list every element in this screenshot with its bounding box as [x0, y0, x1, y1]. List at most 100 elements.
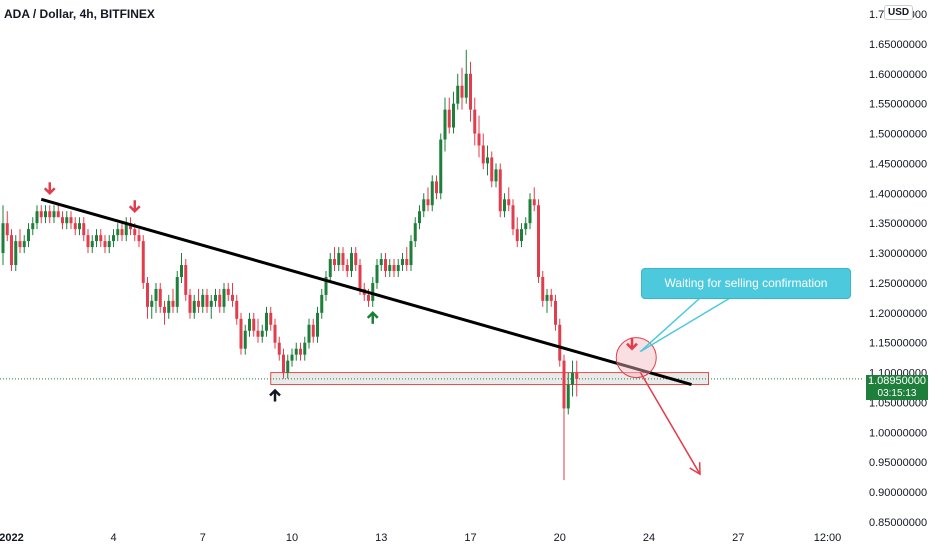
candle-body: [545, 294, 549, 301]
candle-body: [10, 235, 13, 266]
candle-body: [311, 324, 315, 337]
time-axis[interactable]: 2022 4 7 10 13 17 20 24 27 12:00: [0, 532, 841, 544]
x-tick-label: 13: [375, 532, 387, 544]
candle-body: [520, 229, 523, 242]
candle-body: [575, 372, 579, 379]
candle-body: [392, 265, 396, 271]
candle-body: [528, 199, 532, 224]
y-tick-label: 0.90000000: [869, 487, 927, 499]
candle-body: [82, 223, 86, 236]
y-tick-label: 1.30000000: [869, 248, 927, 260]
candle-body: [328, 259, 332, 277]
projection-arrow[interactable]: [639, 372, 701, 476]
candle-body: [226, 288, 230, 295]
bar-countdown: 03:15:13: [877, 388, 917, 399]
candle-body: [95, 235, 98, 242]
candle-body: [167, 300, 171, 313]
candle-body: [69, 217, 73, 224]
candle-body: [235, 300, 239, 319]
candle-body: [124, 223, 128, 236]
candle-body: [78, 223, 81, 230]
candle-body: [86, 235, 90, 248]
candle-body: [5, 223, 9, 236]
x-tick-label: 2022: [0, 532, 24, 544]
candlesticks: [1, 49, 579, 481]
currency-button[interactable]: USD: [884, 5, 914, 20]
y-tick-label: 1.40000000: [869, 188, 927, 200]
candle-body: [56, 211, 60, 218]
candle-body: [205, 294, 209, 307]
candle-body: [61, 217, 64, 224]
candle-body: [133, 229, 137, 236]
candle-body: [218, 294, 222, 307]
descending-trendline[interactable]: [40, 197, 692, 386]
candle-body: [324, 276, 328, 295]
candle-body: [426, 199, 430, 206]
candle-body: [341, 253, 345, 266]
candle-body: [265, 312, 268, 331]
candle-body: [558, 324, 562, 361]
candle-body: [175, 276, 179, 307]
y-tick-label: 0.95000000: [869, 457, 927, 469]
candle-body: [184, 265, 188, 295]
candle-body: [14, 241, 18, 266]
candle-body: [320, 294, 324, 313]
candle-body: [141, 241, 145, 283]
candle-body: [367, 294, 370, 301]
candle-body: [52, 211, 56, 218]
candle-body: [333, 259, 336, 266]
candle-body: [456, 85, 460, 104]
candle-body: [1, 223, 5, 254]
y-tick-label: 1.45000000: [869, 158, 927, 170]
candle-body: [231, 294, 234, 301]
candle-body: [490, 157, 494, 182]
candle-body: [303, 342, 307, 355]
candle-body: [158, 288, 162, 307]
y-tick-label: 1.15000000: [869, 338, 927, 350]
candle-body: [269, 312, 273, 325]
last-price-tag: 1.08950000 03:15:13: [866, 375, 928, 400]
candle-body: [252, 318, 256, 331]
candle-body: [396, 265, 400, 271]
callout-pointer: [639, 297, 731, 353]
candle-body: [405, 259, 409, 266]
price-axis[interactable]: 1.700000001.650000001.600000001.55000000…: [869, 9, 927, 529]
candle-body: [562, 360, 566, 409]
candle-body: [277, 342, 281, 355]
candle-body: [316, 312, 319, 337]
candle-body: [35, 211, 39, 224]
candle-body: [27, 229, 30, 242]
candle-body: [180, 265, 183, 277]
candle-body: [430, 181, 434, 206]
candle-body: [384, 259, 387, 271]
candle-body: [39, 211, 43, 218]
candle-body: [163, 306, 166, 313]
candle-body: [146, 282, 149, 307]
candle-body: [307, 324, 311, 343]
y-tick-label: 1.00000000: [869, 427, 927, 439]
y-tick-label: 1.50000000: [869, 129, 927, 141]
candle-body: [116, 229, 120, 236]
candle-body: [209, 300, 213, 307]
callout-pointer: [639, 297, 701, 353]
candle-body: [537, 205, 540, 277]
candle-body: [243, 330, 247, 349]
candle-body: [532, 199, 536, 206]
candle-body: [388, 265, 392, 271]
candle-body: [350, 253, 353, 271]
candle-body: [248, 318, 251, 331]
candle-body: [354, 253, 358, 266]
chart-title: ADA / Dollar, 4h, BITFINEX: [4, 7, 155, 21]
x-tick-label: 7: [200, 532, 206, 544]
candle-body: [294, 348, 298, 355]
candle-body: [439, 139, 443, 194]
candle-body: [447, 109, 451, 128]
annotation-callout[interactable]: Waiting for selling confirmation: [641, 268, 851, 299]
projection-arrow-shaft: [639, 372, 701, 475]
candle-body: [337, 253, 341, 266]
candle-body: [290, 354, 294, 361]
candle-body: [422, 199, 426, 212]
candle-body: [299, 348, 302, 355]
sell-arrow-icon: [626, 337, 638, 351]
